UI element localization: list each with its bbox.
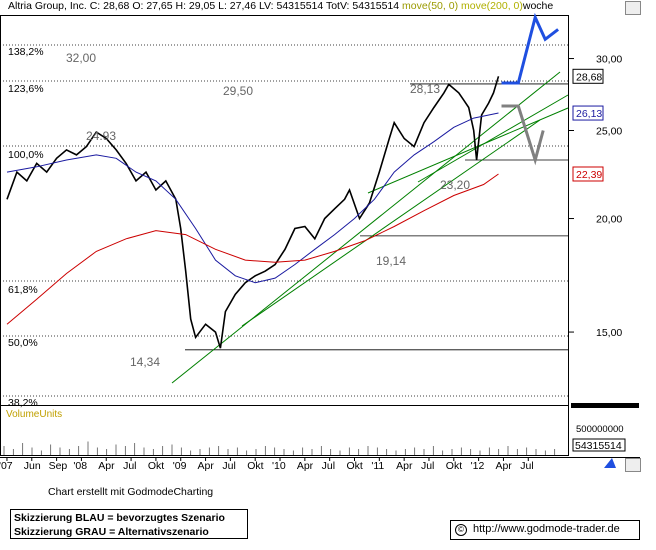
trend-line — [171, 71, 561, 384]
interval-label: woche — [522, 0, 554, 12]
chart-header: Altria Group, Inc. C: 28,68 O: 27,65 H: … — [8, 0, 553, 13]
price-annotation: 29,50 — [223, 84, 253, 98]
fib-level-label: 38,2% — [8, 397, 38, 409]
y-tick-label: 25,00 — [596, 125, 622, 137]
scroll-up-button[interactable] — [625, 1, 641, 15]
last-value-label: 28,68 — [576, 71, 602, 83]
price-annotation: 28,13 — [410, 82, 440, 96]
last-value-box — [572, 105, 604, 121]
scroll-down-button[interactable] — [625, 458, 641, 472]
x-tick-label: Apr — [98, 460, 115, 472]
ma50-label: move(50, 0) — [402, 0, 459, 12]
copyright-icon: © — [455, 524, 467, 536]
chart-credit: Chart erstellt mit GodmodeCharting — [48, 486, 214, 498]
volume-label: VolumeUnits — [6, 409, 62, 420]
fib-level-label: 50,0% — [8, 337, 38, 349]
y-tick-label: 15,00 — [596, 327, 622, 339]
ma50-line — [6, 112, 499, 284]
scenario-grey-path — [501, 104, 545, 166]
scenario-blue-path — [501, 12, 560, 85]
x-tick-label: '07 — [0, 460, 13, 472]
source-url[interactable]: © http://www.godmode-trader.de — [450, 520, 640, 540]
volume-last-label: 54315514 — [575, 440, 622, 452]
x-tick-label: Jul — [222, 460, 235, 472]
x-tick-label: Jul — [322, 460, 335, 472]
symbol-name: Altria Group, Inc. — [8, 0, 87, 12]
price-panel-frame — [0, 15, 569, 406]
fib-level-label: 138,2% — [8, 46, 44, 58]
url-text[interactable]: http://www.godmode-trader.de — [473, 523, 620, 535]
y-tick-label: 20,00 — [596, 214, 622, 226]
x-tick-label: Okt — [148, 460, 164, 472]
volume-last-box — [572, 438, 626, 452]
x-tick-label: '12 — [471, 460, 485, 472]
price-annotation: 19,14 — [376, 254, 406, 268]
volume-tick-label: 500000000 — [576, 424, 624, 435]
ma200-line — [6, 173, 499, 325]
x-tick-label: '08 — [73, 460, 87, 472]
volume-panel-frame — [0, 405, 569, 456]
price-annotation: 23,20 — [440, 178, 470, 192]
legend-blue: Skizzierung BLAU = bevorzugtes Szenario — [14, 512, 225, 524]
fib-level-label: 61,8% — [8, 284, 38, 296]
x-tick-label: Okt — [347, 460, 363, 472]
trend-line — [417, 94, 569, 183]
price-annotation: 14,34 — [130, 355, 160, 369]
price-annotation: 32,00 — [66, 51, 96, 65]
x-tick-label: Sep — [49, 460, 68, 472]
x-tick-label: Apr — [297, 460, 314, 472]
x-tick-label: '09 — [173, 460, 187, 472]
y-tick-label: 30,00 — [596, 54, 622, 66]
last-value-box — [572, 68, 604, 84]
x-tick-label: Jul — [520, 460, 533, 472]
x-tick-label: '10 — [272, 460, 286, 472]
x-tick-label: Apr — [495, 460, 512, 472]
x-tick-label: Apr — [198, 460, 215, 472]
x-tick-label: Okt — [247, 460, 263, 472]
fib-level-label: 100,0% — [8, 149, 44, 161]
fib-level-label: 123,6% — [8, 83, 44, 95]
x-tick-label: Jul — [421, 460, 434, 472]
price-series-line — [6, 76, 500, 349]
price-annotation: 24.93 — [86, 129, 116, 143]
drawing-tool-icon — [604, 458, 616, 468]
ma200-label: move(200, 0) — [461, 0, 523, 12]
x-tick-label: '11 — [371, 460, 384, 472]
scenario-legend: Skizzierung BLAU = bevorzugtes Szenario … — [10, 509, 248, 539]
last-value-box — [572, 166, 604, 182]
trend-line — [367, 107, 569, 194]
last-value-label: 22,39 — [576, 169, 602, 181]
last-value-label: 26,13 — [576, 108, 602, 120]
x-tick-label: Jul — [123, 460, 136, 472]
trend-line — [241, 119, 541, 327]
volume-separator — [571, 403, 639, 408]
x-tick-label: Jun — [24, 460, 41, 472]
legend-grey: Skizzierung GRAU = Alternativszenario — [14, 526, 209, 538]
x-tick-label: Apr — [396, 460, 413, 472]
quote-values: C: 28,68 O: 27,65 H: 29,05 L: 27,46 LV: … — [89, 0, 400, 12]
x-tick-label: Okt — [446, 460, 462, 472]
